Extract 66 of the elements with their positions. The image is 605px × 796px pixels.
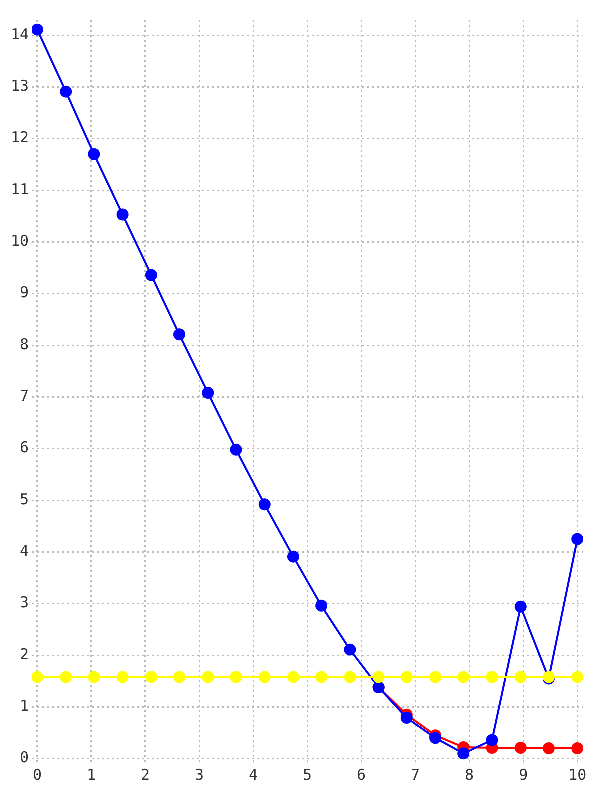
y-tick-label: 8 xyxy=(20,335,30,354)
point xyxy=(400,712,413,724)
x-tick-label: 7 xyxy=(411,766,420,784)
y-tick-label: 9 xyxy=(20,284,30,302)
y-tick-label: 13 xyxy=(11,77,30,96)
point xyxy=(372,671,385,684)
point xyxy=(60,86,72,98)
point xyxy=(116,671,129,684)
point xyxy=(116,208,129,221)
point xyxy=(572,671,583,684)
point xyxy=(514,742,527,754)
y-tick-label: 4 xyxy=(20,542,30,560)
point xyxy=(174,671,186,684)
y-tick-label: 5 xyxy=(20,490,30,508)
point xyxy=(486,734,498,746)
point xyxy=(145,269,158,282)
point xyxy=(145,671,158,684)
x-tick-label: 8 xyxy=(465,766,474,784)
point xyxy=(458,748,470,760)
point xyxy=(542,742,555,754)
point xyxy=(230,671,242,684)
x-tick-label: 3 xyxy=(194,766,204,784)
y-tick-label: 12 xyxy=(11,128,30,147)
point xyxy=(400,671,413,684)
point xyxy=(572,533,583,546)
point xyxy=(572,742,583,754)
point xyxy=(60,671,72,684)
y-tick-label: 10 xyxy=(11,232,30,250)
y-tick-label: 1 xyxy=(20,697,30,716)
x-tick-label: 9 xyxy=(519,766,528,784)
x-tick-label: 6 xyxy=(357,766,366,784)
point xyxy=(316,671,328,684)
y-tick-label: 6 xyxy=(20,438,30,457)
point xyxy=(32,671,44,684)
point xyxy=(514,600,527,613)
point xyxy=(287,671,300,684)
y-tick-label: 2 xyxy=(20,645,30,664)
x-tick-label: 0 xyxy=(32,766,42,784)
x-tick-label: 10 xyxy=(568,766,587,784)
point xyxy=(32,24,44,36)
x-tick-label: 1 xyxy=(86,766,96,784)
point xyxy=(174,328,186,341)
point xyxy=(88,671,100,684)
y-tick-label: 0 xyxy=(20,748,30,767)
x-tick-label: 4 xyxy=(249,766,258,784)
x-tick-label: 5 xyxy=(303,766,312,784)
point xyxy=(514,671,527,684)
x-tick-label: 2 xyxy=(140,766,150,784)
y-tick-label: 14 xyxy=(11,25,30,44)
point xyxy=(430,671,442,684)
point xyxy=(316,600,328,612)
point xyxy=(230,444,242,456)
point xyxy=(344,644,356,656)
point xyxy=(202,671,214,684)
y-tick-label: 11 xyxy=(11,180,30,198)
point xyxy=(202,387,214,400)
point xyxy=(344,671,356,684)
y-tick-label: 7 xyxy=(20,387,30,406)
point xyxy=(258,498,271,511)
point xyxy=(430,732,442,744)
point xyxy=(458,671,470,684)
y-tick-label: 3 xyxy=(20,594,30,612)
point xyxy=(88,148,100,160)
point xyxy=(486,671,498,684)
point xyxy=(258,671,271,684)
point xyxy=(287,550,300,563)
